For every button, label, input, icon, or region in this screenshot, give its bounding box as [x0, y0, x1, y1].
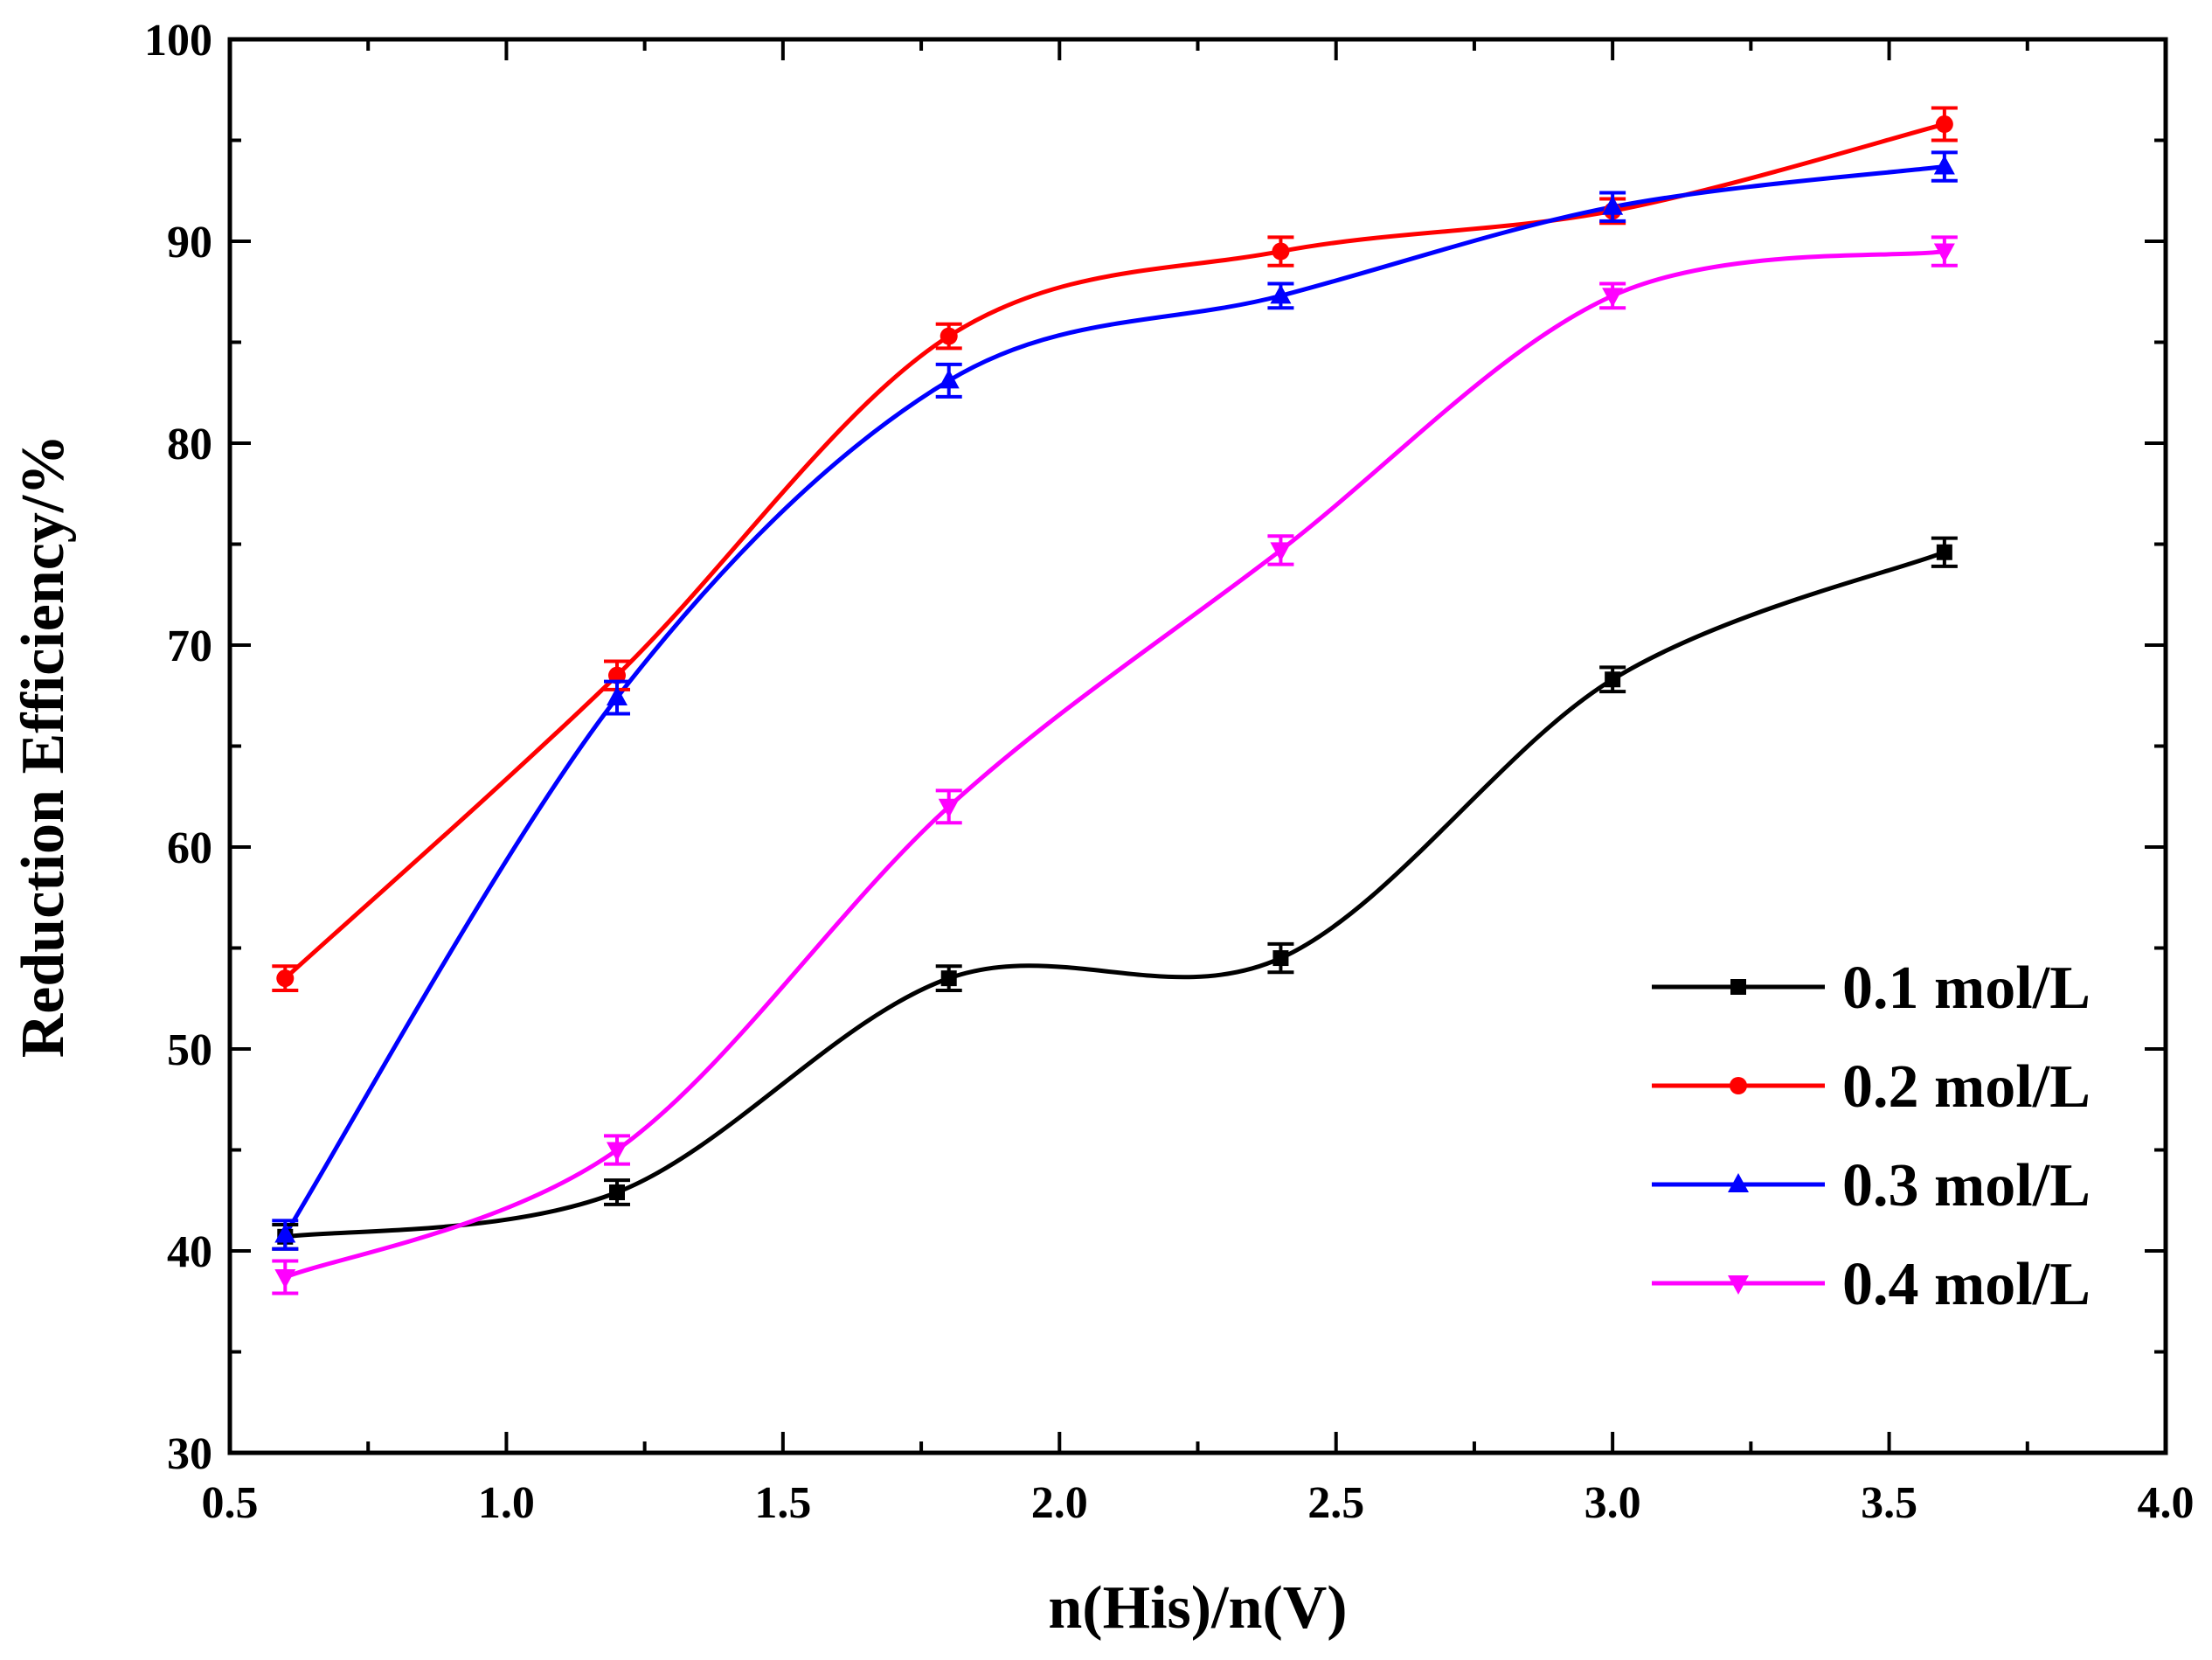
series-line-4	[284, 249, 1945, 1280]
data-point	[274, 1223, 296, 1243]
data-point	[940, 327, 958, 345]
x-tick-label: 1.5	[754, 1478, 811, 1528]
data-point	[1936, 544, 1952, 560]
data-point	[1935, 115, 1953, 134]
y-tick-label: 60	[167, 823, 212, 873]
y-tick-label: 50	[167, 1025, 212, 1075]
legend-marker-4	[1728, 1275, 1749, 1295]
y-tick-label: 90	[167, 218, 212, 267]
legend-label-1: 0.1 mol/L	[1842, 955, 2091, 1022]
data-point	[276, 969, 295, 988]
series-markers	[272, 106, 1958, 1295]
y-axis-label: Reduction Efficiency/%	[10, 434, 77, 1059]
legend-marker-1	[1730, 979, 1746, 995]
x-tick-label: 2.5	[1307, 1478, 1364, 1528]
x-tick-label: 3.5	[1861, 1478, 1917, 1528]
x-axis-label: n(His)/n(V)	[1048, 1574, 1347, 1642]
y-tick-labels: 30 40 50 60 70 80 90 100	[144, 16, 212, 1479]
legend: 0.1 mol/L 0.2 mol/L 0.3 mol/L 0.4 mol/L	[1652, 955, 2091, 1318]
legend-marker-2	[1730, 1077, 1747, 1094]
data-point	[1602, 195, 1624, 215]
legend-label-2: 0.2 mol/L	[1842, 1053, 2091, 1121]
y-tick-label: 30	[167, 1429, 212, 1479]
data-point	[1933, 155, 1955, 175]
data-point	[607, 1142, 628, 1162]
data-point	[1270, 284, 1292, 304]
data-point	[938, 798, 960, 818]
data-point	[1602, 288, 1624, 308]
data-point	[1272, 242, 1290, 260]
x-tick-labels: 0.5 1.0 1.5 2.0 2.5 3.0 3.5 4.0	[202, 1478, 2195, 1528]
data-point	[609, 1184, 625, 1201]
x-tick-label: 1.0	[478, 1478, 535, 1528]
data-point	[1272, 950, 1289, 967]
data-point	[940, 970, 957, 987]
y-tick-label: 40	[167, 1227, 212, 1277]
y-tick-label: 100	[144, 16, 212, 66]
x-tick-label: 3.0	[1584, 1478, 1641, 1528]
data-point	[938, 369, 960, 389]
legend-label-4: 0.4 mol/L	[1842, 1251, 2091, 1318]
y-tick-label: 70	[167, 622, 212, 671]
legend-marker-3	[1728, 1173, 1749, 1192]
data-point	[274, 1269, 296, 1289]
data-point	[1933, 243, 1955, 263]
data-point	[1270, 542, 1292, 562]
series-line-1	[284, 550, 1945, 1240]
legend-label-3: 0.3 mol/L	[1842, 1152, 2091, 1219]
data-point	[1605, 671, 1621, 688]
series-curves	[283, 122, 1945, 1280]
x-tick-label: 2.0	[1031, 1478, 1088, 1528]
y-tick-label: 80	[167, 420, 212, 469]
series-line-3	[283, 164, 1945, 1236]
x-tick-label: 4.0	[2138, 1478, 2195, 1528]
x-tick-label: 0.5	[202, 1478, 259, 1528]
series-line-2	[283, 122, 1945, 980]
data-point	[607, 686, 628, 706]
axis-ticks	[228, 38, 2167, 1455]
